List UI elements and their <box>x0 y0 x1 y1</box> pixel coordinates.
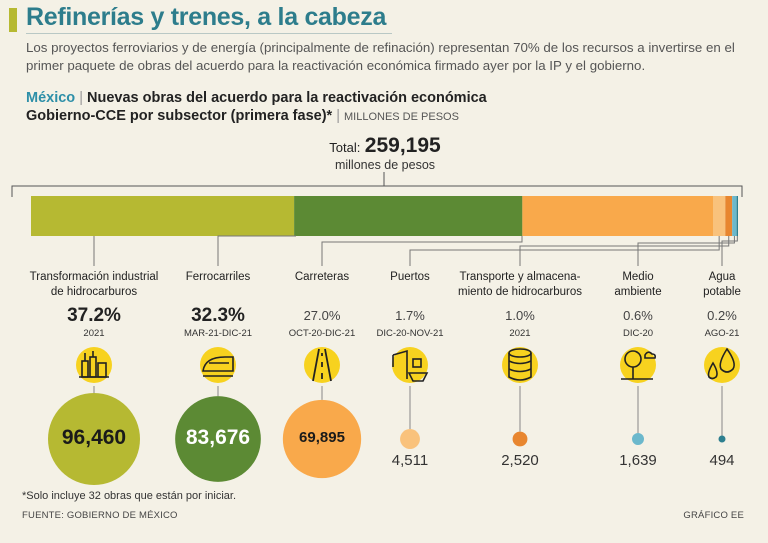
units-label: MILLONES DE PESOS <box>344 111 459 123</box>
leader-line-puertos <box>409 236 720 266</box>
bar-segment-agua-potable <box>736 196 738 236</box>
category-label-carreteras: Carreteras <box>294 271 350 283</box>
value-label-agua-potable: 494 <box>709 452 735 469</box>
port-crane-icon <box>387 345 433 385</box>
bubble-agua-potable <box>718 435 726 443</box>
headline: Refinerías y trenes, a la cabeza <box>26 3 387 31</box>
leader-line-medio-ambiente <box>637 236 735 266</box>
credit: GRÁFICO EE <box>683 510 744 521</box>
bar-segment-puertos <box>713 196 726 236</box>
period-label-puertos: DIC-20-NOV-21 <box>376 328 444 339</box>
total-label: Total: <box>329 140 361 155</box>
share-label-agua-potable: 0.2% <box>707 308 737 323</box>
period-label-transformacion-industrial-de-hidrocarburos: 2021 <box>83 328 105 339</box>
period-label-ferrocarriles: MAR-21-DIC-21 <box>183 328 253 339</box>
leader-line-ferrocarriles <box>217 235 296 266</box>
title-line-1: Nuevas obras del acuerdo para la reactiv… <box>87 90 487 106</box>
share-label-medio-ambiente: 0.6% <box>623 308 653 323</box>
category-label-ferrocarriles: Ferrocarriles <box>185 271 251 283</box>
share-label-ferrocarriles: 32.3% <box>191 305 245 326</box>
footnote: *Solo incluye 32 obras que están por ini… <box>22 490 237 502</box>
leader-line-agua-potable <box>721 236 738 266</box>
bubble-transformacion-industrial-de-hidrocarburos <box>48 393 140 485</box>
category-label-agua-potable: Agua potable <box>703 271 741 298</box>
water-drops-icon <box>699 345 745 385</box>
total-units: millones de pesos <box>334 158 436 172</box>
tree-icon <box>615 345 661 385</box>
period-label-transporte-y-almacenamiento-de-hidrocarburos: 2021 <box>509 328 531 339</box>
category-label-transporte-y-almacenamiento-de-hidrocarburos: Transporte y almacena-miento de hidrocar… <box>457 271 582 298</box>
chart-title: México | Nuevas obras del acuerdo para l… <box>26 90 487 124</box>
total-value: 259,195 <box>364 134 441 157</box>
bubble-puertos <box>400 429 420 449</box>
category-label-puertos: Puertos <box>390 271 430 283</box>
bar-segment-transporte-y-almacenamiento-de-hidrocarburos <box>725 196 733 236</box>
bar-segment-carreteras <box>522 196 714 236</box>
share-label-transformacion-industrial-de-hidrocarburos: 37.2% <box>67 305 121 326</box>
bubble-ferrocarriles <box>175 396 261 482</box>
country-label: México <box>26 90 76 106</box>
value-label-medio-ambiente: 1,639 <box>619 452 657 469</box>
bar-segment-ferrocarriles <box>294 196 523 236</box>
subtitle: Los proyectos ferroviarios y de energía … <box>26 40 735 73</box>
value-label-transformacion-industrial-de-hidrocarburos: 96,460 <box>61 426 127 449</box>
bar-segment-medio-ambiente <box>732 196 737 236</box>
highway-icon <box>299 345 345 385</box>
period-label-agua-potable: AGO-21 <box>704 328 740 339</box>
total-bracket <box>11 185 743 197</box>
period-label-medio-ambiente: DIC-20 <box>622 328 654 339</box>
bubble-transporte-y-almacenamiento-de-hidrocarburos <box>512 431 528 447</box>
train-icon <box>195 345 241 385</box>
leader-line-carreteras <box>321 236 523 266</box>
headline-accent-bar <box>9 8 17 32</box>
share-label-puertos: 1.7% <box>395 308 425 323</box>
value-label-carreteras: 69,895 <box>299 429 345 446</box>
bar-segment-transformacion-industrial-de-hidrocarburos <box>31 196 295 236</box>
category-label-transformacion-industrial-de-hidrocarburos: Transformación industrial de hidrocarburo… <box>29 271 159 298</box>
total-block: Total: 259,195 millones de pesos <box>250 134 520 172</box>
share-label-carreteras: 27.0% <box>303 308 341 323</box>
refinery-icon <box>71 345 117 385</box>
value-label-transporte-y-almacenamiento-de-hidrocarburos: 2,520 <box>501 452 539 469</box>
headline-rule <box>26 33 392 34</box>
value-label-ferrocarriles: 83,676 <box>185 426 251 449</box>
source: FUENTE: GOBIERNO DE MÉXICO <box>22 510 178 521</box>
storage-tank-icon <box>497 345 543 385</box>
category-label-medio-ambiente: Medio ambiente <box>614 271 662 298</box>
bubble-medio-ambiente <box>632 433 644 445</box>
title-line-2: Gobierno-CCE por subsector (primera fase… <box>26 108 333 124</box>
period-label-carreteras: OCT-20-DIC-21 <box>288 328 356 339</box>
bubble-carreteras <box>282 399 362 479</box>
value-label-puertos: 4,511 <box>391 452 429 469</box>
share-label-transporte-y-almacenamiento-de-hidrocarburos: 1.0% <box>505 308 535 323</box>
leader-line-transporte-y-almacenamiento-de-hidrocarburos <box>519 236 730 266</box>
